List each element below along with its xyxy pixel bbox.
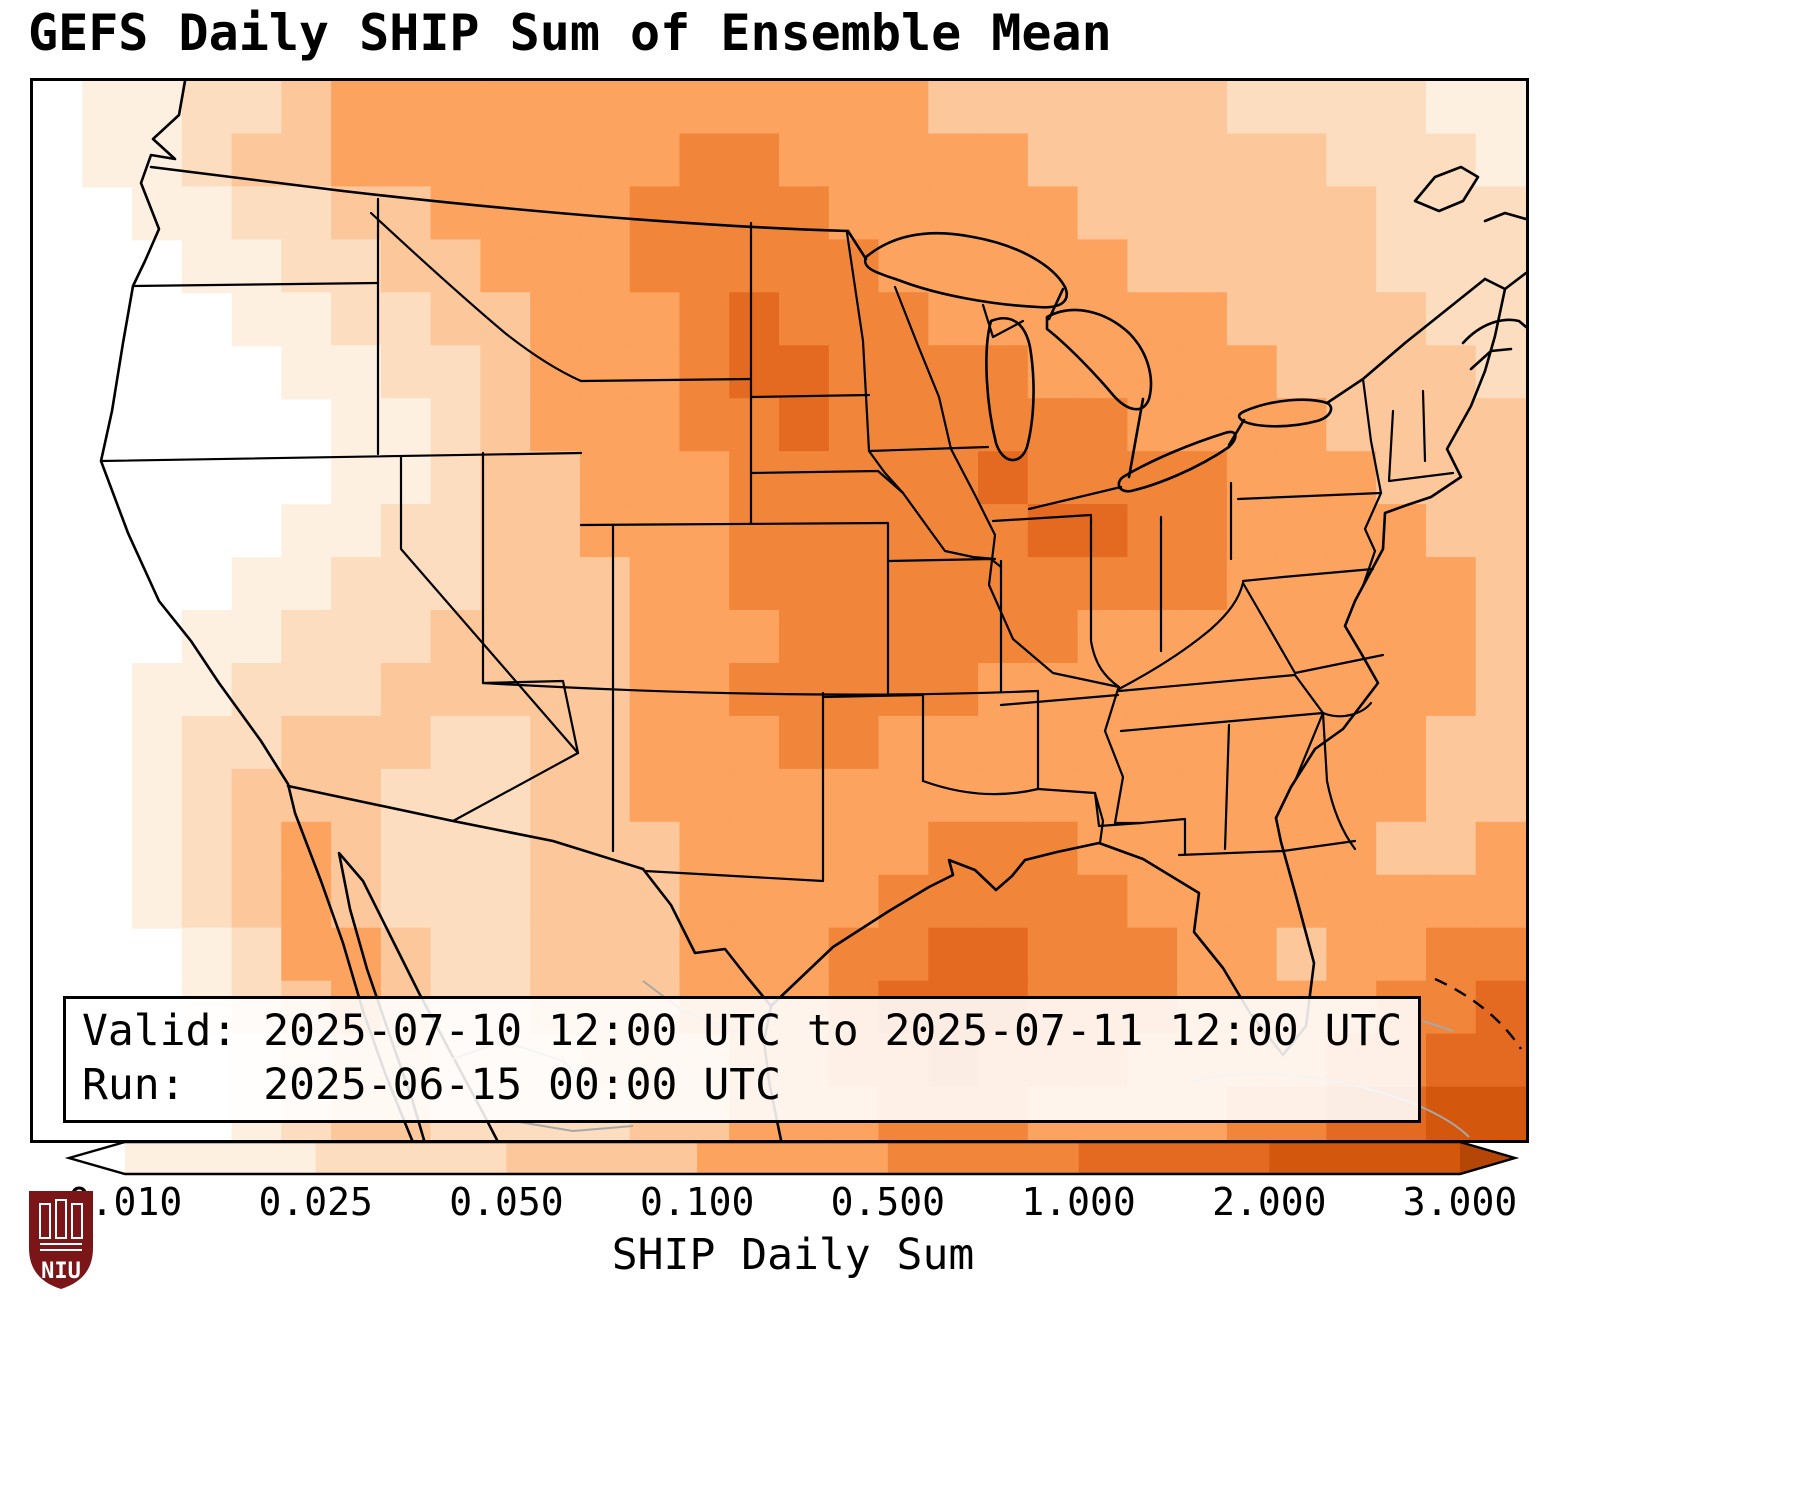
logo-castle-icon (39, 1199, 83, 1251)
colorbar-tick: 0.100 (639, 1180, 755, 1224)
colorbar-tick: 0.050 (449, 1180, 564, 1224)
colorbar (64, 1140, 1520, 1176)
map-panel: Valid: 2025-07-10 12:00 UTC to 2025-07-1… (30, 78, 1529, 1143)
run-time-text: Run: 2025-06-15 00:00 UTC (82, 1060, 781, 1110)
heatmap-layer (82, 81, 1526, 1140)
valid-run-info-box: Valid: 2025-07-10 12:00 UTC to 2025-07-1… (63, 996, 1421, 1123)
plot-title: GEFS Daily SHIP Sum of Ensemble Mean (28, 4, 1112, 62)
map-canvas (82, 81, 1526, 1140)
logo-text: NIU (41, 1259, 81, 1284)
colorbar-outline (64, 1140, 1520, 1176)
state-borders (99, 197, 1455, 883)
colorbar-tick: 2.000 (1212, 1180, 1327, 1224)
colorbar-tick: 3.000 (1402, 1180, 1518, 1224)
niu-logo: NIU (29, 1191, 93, 1289)
logo-shield (29, 1191, 93, 1289)
colorbar-cells (69, 1142, 1515, 1174)
colorbar-tick: 1.000 (1021, 1180, 1136, 1224)
colorbar-tick: 0.500 (830, 1180, 946, 1224)
colorbar-axis-label: SHIP Daily Sum (611, 1230, 975, 1280)
colorbar-tick-labels: 0.010 0.025 0.050 0.100 0.500 1.000 2.000 3.000 (63, 1180, 1523, 1228)
colorbar-tick: 0.025 (258, 1180, 373, 1224)
valid-time-text: Valid: 2025-07-10 12:00 UTC to 2025-07-1… (82, 1006, 1403, 1056)
great-lakes (846, 229, 1487, 493)
